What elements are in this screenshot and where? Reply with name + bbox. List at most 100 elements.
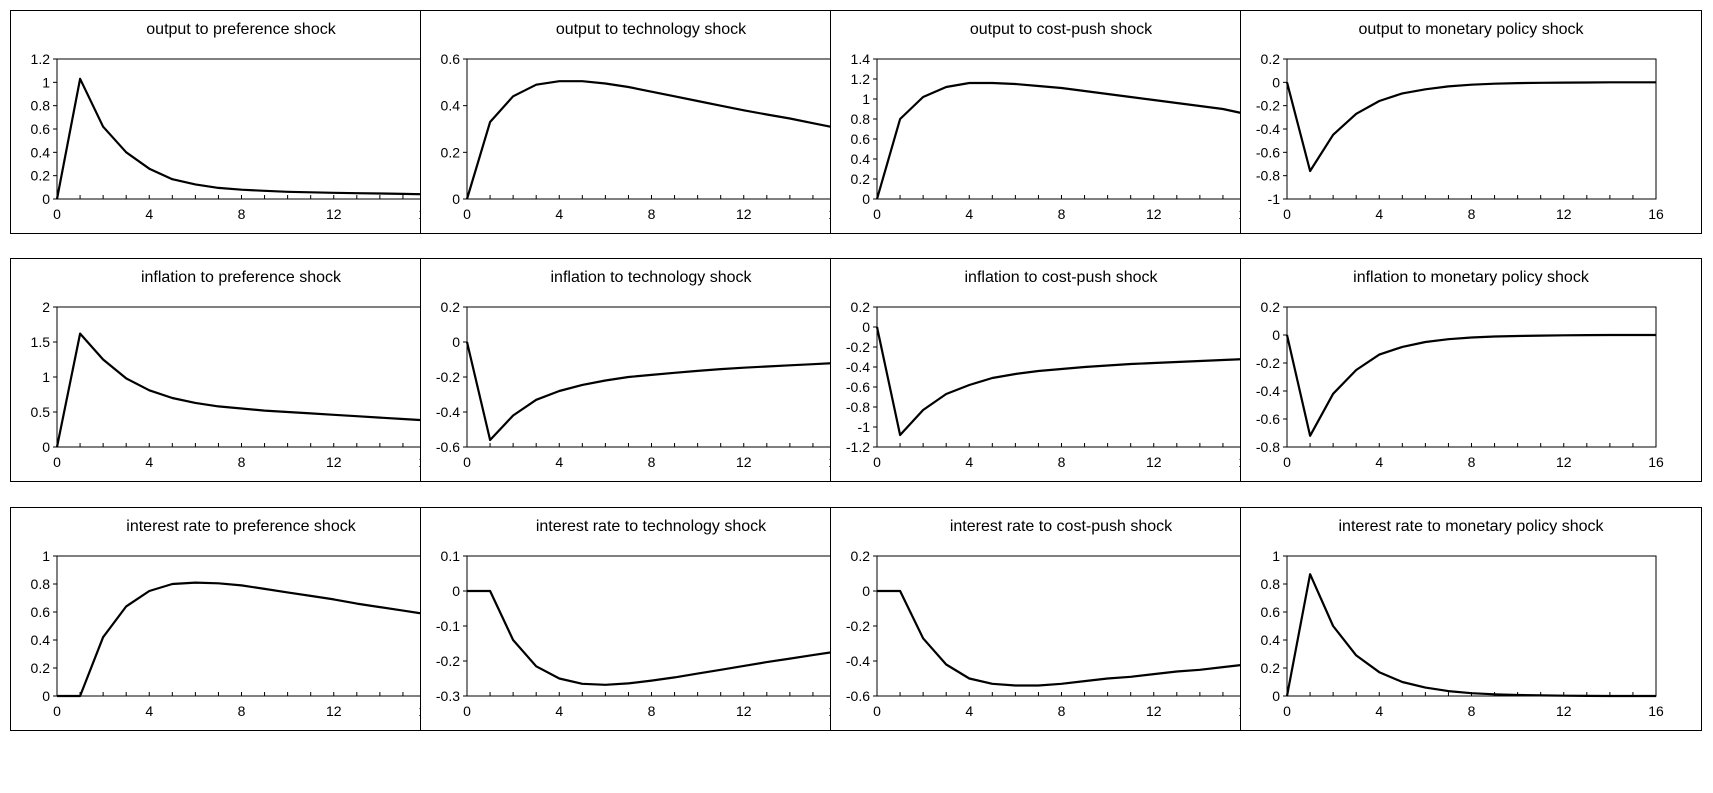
y-tick-label: 0	[42, 688, 50, 704]
y-tick-label: 0.2	[441, 299, 461, 315]
series-line	[57, 581, 427, 698]
y-tick-label: -1.2	[846, 439, 870, 455]
y-tick-label: 1.2	[31, 51, 51, 67]
irf-panel: interest rate to cost-push shock0481216-…	[830, 507, 1292, 731]
x-tick-label: 4	[1375, 454, 1383, 470]
y-tick-label: -0.6	[846, 379, 870, 395]
y-tick-label: 0.4	[851, 151, 871, 167]
series-line	[877, 589, 1247, 687]
x-tick-label: 12	[1556, 206, 1572, 222]
y-tick-label: 0.2	[31, 660, 51, 676]
y-tick-label: -0.6	[846, 688, 870, 704]
x-tick-label: 12	[1146, 206, 1162, 222]
chart-svg: 0 4 8 12 16 -1 -0.8 -0.6 -0.4 -0.2 0 0.2	[1256, 51, 1664, 222]
y-tick-label: 0	[862, 319, 870, 335]
series-line	[1285, 333, 1656, 437]
x-tick-label: 8	[648, 206, 656, 222]
y-tick-label: 0.2	[1261, 660, 1281, 676]
y-tick-label: 0.2	[851, 299, 871, 315]
x-tick-label: 4	[965, 454, 973, 470]
x-tick-label: 0	[873, 703, 881, 719]
irf-panel: output to preference shock048121600.20.4…	[10, 10, 472, 234]
y-tick-label: 0.4	[1261, 632, 1281, 648]
x-tick-label: 8	[238, 703, 246, 719]
x-tick-label: 0	[1283, 206, 1291, 222]
x-tick-label: 0	[53, 206, 61, 222]
series-line	[1285, 573, 1656, 698]
y-tick-label: 1.2	[851, 71, 871, 87]
plot-area-frame	[876, 306, 1247, 448]
x-tick-label: 12	[1556, 703, 1572, 719]
y-tick-label: 0	[42, 439, 50, 455]
plot-area-frame	[466, 306, 837, 448]
x-tick-label: 12	[1556, 454, 1572, 470]
y-tick-label: 1.4	[851, 51, 871, 67]
chart-title: interest rate to preference shock	[126, 518, 356, 535]
x-tick-label: 4	[965, 703, 973, 719]
irf-panel: output to technology shock048121600.20.4…	[420, 10, 882, 234]
x-tick-label: 12	[736, 206, 752, 222]
chart-title: inflation to cost-push shock	[964, 269, 1158, 286]
y-tick-label: 0.6	[441, 51, 461, 67]
plot-area-frame	[1286, 58, 1657, 200]
irf-panel: inflation to technology shock0481216-0.6…	[420, 258, 882, 482]
y-tick-label: 0	[1272, 688, 1280, 704]
irf-panel: inflation to monetary policy shock 0 4 8 12 1…	[1240, 258, 1702, 482]
irf-panel: inflation to cost-push shock0481216-1.2-…	[830, 258, 1292, 482]
x-tick-label: 8	[1468, 454, 1476, 470]
y-tick-label: -0.4	[846, 653, 870, 669]
y-tick-label: 0	[452, 583, 460, 599]
x-tick-label: 4	[1375, 703, 1383, 719]
y-tick-label: -0.8	[846, 399, 870, 415]
y-tick-label: 0.4	[31, 632, 51, 648]
x-tick-label: 8	[1058, 703, 1066, 719]
chart-title: output to technology shock	[555, 21, 747, 38]
y-tick-label: 0.2	[1261, 51, 1281, 67]
y-tick-label: 0.2	[851, 171, 871, 187]
y-tick-label: -0.4	[846, 359, 870, 375]
x-tick-label: 8	[648, 703, 656, 719]
irf-panel: inflation to preference shock048121600.5…	[10, 258, 472, 482]
chart-title: interest rate to technology shock	[535, 518, 767, 535]
x-tick-label: 4	[555, 206, 563, 222]
x-tick-label: 0	[53, 454, 61, 470]
y-tick-label: -0.2	[436, 653, 460, 669]
y-tick-label: 0	[452, 191, 460, 207]
y-tick-label: 0	[452, 334, 460, 350]
y-tick-label: -0.4	[1256, 121, 1280, 137]
x-tick-label: 8	[1058, 454, 1066, 470]
x-tick-label: 4	[145, 454, 153, 470]
y-tick-label: 0.1	[441, 548, 461, 564]
chart-title: inflation to monetary policy shock	[1353, 269, 1589, 286]
y-tick-label: -1	[1268, 191, 1281, 207]
y-tick-label: 0.8	[1261, 576, 1281, 592]
x-tick-label: 12	[1146, 703, 1162, 719]
x-tick-label: 8	[1058, 206, 1066, 222]
x-tick-label: 8	[648, 454, 656, 470]
x-tick-label: 4	[1375, 206, 1383, 222]
y-tick-label: 1.5	[31, 334, 51, 350]
plot-area-frame	[56, 306, 427, 448]
x-tick-label: 8	[238, 206, 246, 222]
y-tick-label: 0.8	[31, 576, 51, 592]
y-tick-label: -0.2	[1256, 355, 1280, 371]
plot-area-frame	[876, 58, 1247, 200]
series-line	[465, 80, 837, 200]
irf-panel: interest rate to monetary policy shock 0 4…	[1240, 507, 1702, 731]
y-tick-label: -0.1	[436, 618, 460, 634]
y-tick-label: 0.6	[31, 121, 51, 137]
y-tick-label: 0.6	[1261, 604, 1281, 620]
x-tick-label: 12	[736, 703, 752, 719]
y-tick-label: 0.2	[851, 548, 871, 564]
y-tick-label: 0.2	[1261, 299, 1281, 315]
series-line	[1285, 81, 1656, 173]
irf-panel: interest rate to preference shock0481216…	[10, 507, 472, 731]
x-tick-label: 4	[145, 206, 153, 222]
series-line	[467, 589, 837, 686]
y-tick-label: 0.5	[31, 404, 51, 420]
y-tick-label: -0.6	[436, 439, 460, 455]
